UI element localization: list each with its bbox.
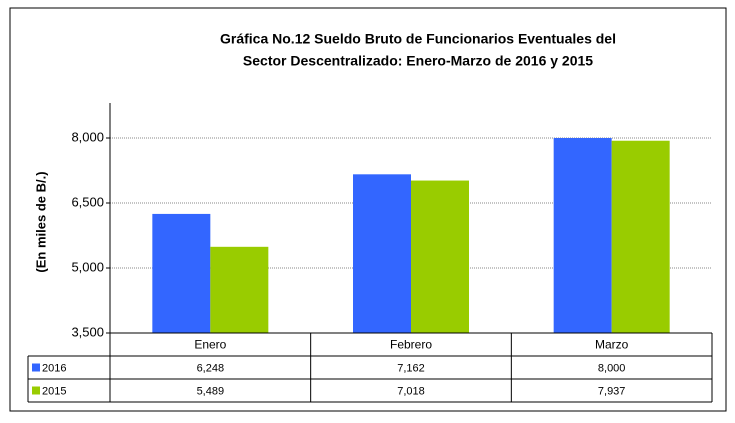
value-label: 7,937 xyxy=(598,385,626,397)
value-label: 8,000 xyxy=(598,362,626,374)
legend-label: 2015 xyxy=(42,385,66,397)
y-tick-label: 8,000 xyxy=(71,129,104,144)
bar xyxy=(152,213,211,333)
bar xyxy=(210,246,269,333)
x-tick-label: Marzo xyxy=(595,338,629,352)
value-label: 7,162 xyxy=(397,362,425,374)
y-tick-label: 3,500 xyxy=(71,324,104,339)
legend-swatch xyxy=(32,386,40,395)
y-axis-label: (En miles de B/.) xyxy=(33,171,48,272)
bar xyxy=(353,174,411,333)
x-tick-label: Febrero xyxy=(390,338,432,352)
value-label: 7,018 xyxy=(397,385,425,397)
bar xyxy=(553,138,612,333)
chart-subtitle: Sector Descentralizado: Enero-Marzo de 2… xyxy=(243,53,593,69)
value-label: 5,489 xyxy=(197,385,225,397)
y-tick-label: 5,000 xyxy=(71,259,104,274)
x-tick-label: Enero xyxy=(194,338,226,352)
bar xyxy=(611,140,670,333)
y-tick-label: 6,500 xyxy=(71,194,104,209)
bar xyxy=(411,180,469,333)
chart-title: Gráfica No.12 Sueldo Bruto de Funcionari… xyxy=(220,31,616,47)
legend-label: 2016 xyxy=(42,362,66,374)
legend-swatch xyxy=(32,363,40,372)
value-label: 6,248 xyxy=(197,362,225,374)
